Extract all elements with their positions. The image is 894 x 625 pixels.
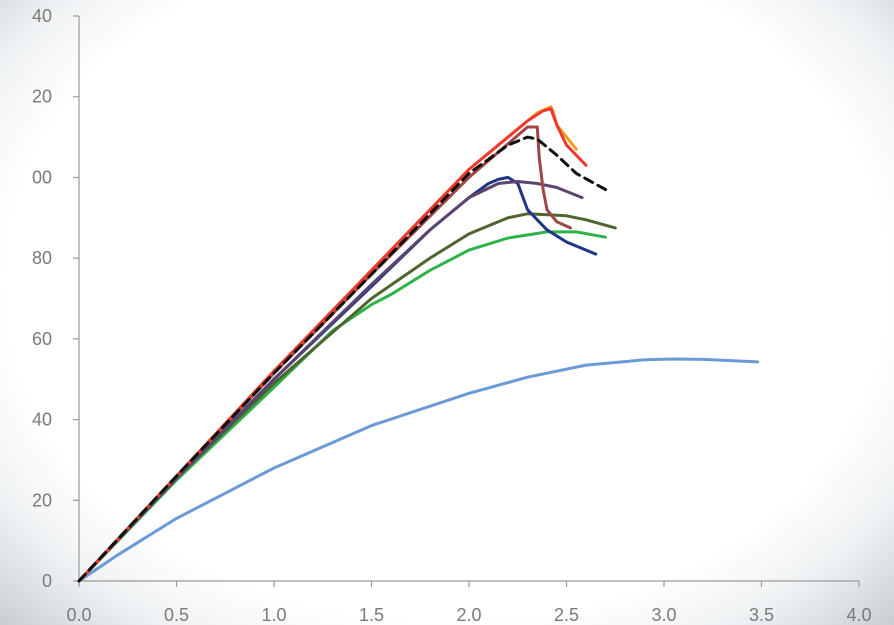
series-line-3 bbox=[77, 212, 617, 583]
x-tick-label: 2.5 bbox=[554, 605, 579, 625]
series-line-6 bbox=[77, 125, 572, 583]
y-tick-label: 80 bbox=[32, 248, 52, 268]
x-tick-label: 0.5 bbox=[164, 605, 189, 625]
series-line-8 bbox=[77, 107, 588, 583]
series-line-5 bbox=[77, 180, 584, 583]
x-tick-label: 3.5 bbox=[749, 605, 774, 625]
series-line-9 bbox=[77, 135, 607, 583]
y-tick-label: 00 bbox=[32, 167, 52, 187]
y-tick-label: 40 bbox=[32, 410, 52, 430]
y-tick-label: 20 bbox=[32, 490, 52, 510]
x-tick-label: 1.0 bbox=[261, 605, 286, 625]
y-tick-label: 20 bbox=[32, 87, 52, 107]
series-line-1 bbox=[77, 357, 760, 583]
x-tick-label: 1.5 bbox=[359, 605, 384, 625]
tick-labels: 0 20 40 60 80 00 20 40 0.0 0.5 1.0 1.5 2.0 2.5 3.0 3.5 4… bbox=[32, 6, 872, 625]
y-tick-label: 40 bbox=[32, 6, 52, 26]
series-lines bbox=[77, 105, 760, 583]
chart-axes bbox=[73, 15, 860, 587]
x-tick-label: 2.0 bbox=[456, 605, 481, 625]
x-tick-label: 0.0 bbox=[66, 605, 91, 625]
y-tick-label: 0 bbox=[42, 571, 52, 591]
y-tick-label: 60 bbox=[32, 329, 52, 349]
x-tick-label: 4.0 bbox=[846, 605, 871, 625]
x-tick-label: 3.0 bbox=[651, 605, 676, 625]
